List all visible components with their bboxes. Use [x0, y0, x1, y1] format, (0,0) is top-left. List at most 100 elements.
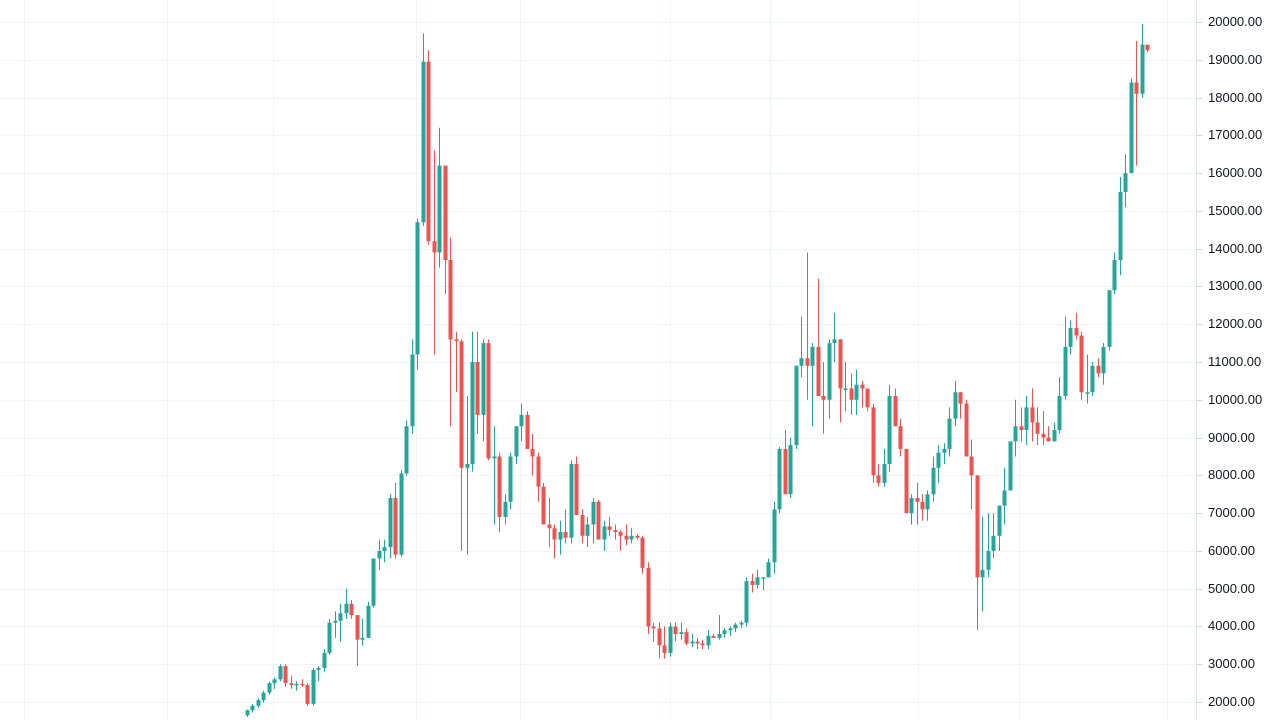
candle-down[interactable] [1145, 44, 1150, 53]
candle-up[interactable] [991, 513, 996, 559]
candle-down[interactable] [349, 600, 354, 619]
candle-down[interactable] [904, 448, 909, 514]
candle-down[interactable] [635, 533, 640, 540]
candle-up[interactable] [492, 426, 497, 525]
candle-up[interactable] [832, 312, 837, 363]
candle-up[interactable] [942, 443, 947, 465]
candle-down[interactable] [816, 278, 821, 397]
candle-down[interactable] [871, 403, 876, 483]
candle-up[interactable] [1140, 23, 1145, 98]
candle-up[interactable] [508, 452, 513, 510]
candle-down[interactable] [426, 50, 431, 245]
candle-down[interactable] [783, 430, 788, 495]
candle-down[interactable] [1134, 40, 1139, 166]
candle-up[interactable] [366, 601, 371, 638]
candle-down[interactable] [964, 399, 969, 457]
candle-down[interactable] [805, 252, 810, 400]
candle-down[interactable] [596, 499, 601, 540]
candle-up[interactable] [1063, 316, 1068, 400]
candle-up[interactable] [706, 630, 711, 650]
candle-up[interactable] [925, 490, 930, 521]
candle-down[interactable] [969, 439, 974, 510]
candle-down[interactable] [657, 622, 662, 659]
candle-down[interactable] [711, 634, 716, 638]
candle-up[interactable] [316, 666, 321, 682]
candle-up[interactable] [591, 498, 596, 544]
candle-up[interactable] [1052, 422, 1057, 442]
candle-down[interactable] [289, 675, 294, 689]
candle-up[interactable] [882, 448, 887, 487]
candle-down[interactable] [1035, 407, 1040, 446]
candle-up[interactable] [931, 456, 936, 502]
candle-up[interactable] [382, 539, 387, 563]
candle-up[interactable] [810, 343, 815, 427]
candle-down[interactable] [580, 509, 585, 544]
candle-down[interactable] [821, 362, 826, 434]
candle-up[interactable] [519, 403, 524, 442]
candle-up[interactable] [788, 437, 793, 499]
candle-up[interactable] [388, 494, 393, 559]
candle-up[interactable] [272, 677, 277, 689]
candle-up[interactable] [1002, 467, 1007, 525]
candle-down[interactable] [684, 628, 689, 646]
candle-up[interactable] [404, 420, 409, 476]
candle-up[interactable] [1008, 441, 1013, 491]
candle-up[interactable] [1085, 354, 1090, 404]
candle-down[interactable] [898, 418, 903, 457]
candle-up[interactable] [602, 520, 607, 551]
candle-up[interactable] [410, 339, 415, 434]
candle-up[interactable] [733, 622, 738, 633]
candlestick-chart[interactable] [0, 0, 1196, 720]
candle-up[interactable] [1024, 396, 1029, 446]
price-axis[interactable]: 20000.00 19000.00 18000.00 17000.00 16000.00… [1196, 0, 1280, 720]
candle-up[interactable] [717, 615, 722, 640]
candle-down[interactable] [497, 452, 502, 533]
candle-up[interactable] [585, 516, 590, 548]
candle-up[interactable] [311, 668, 316, 706]
candle-down[interactable] [613, 524, 618, 540]
candle-down[interactable] [624, 524, 629, 546]
candle-down[interactable] [750, 573, 755, 593]
candle-down[interactable] [618, 530, 623, 551]
candle-up[interactable] [327, 618, 332, 655]
candle-up[interactable] [338, 603, 343, 642]
candle-down[interactable] [283, 664, 288, 687]
candle-up[interactable] [1118, 176, 1123, 276]
candle-down[interactable] [695, 637, 700, 650]
candle-up[interactable] [936, 445, 941, 483]
candle-up[interactable] [1068, 320, 1073, 355]
candle-up[interactable] [1090, 362, 1095, 397]
candle-up[interactable] [360, 618, 365, 646]
candle-down[interactable] [459, 339, 464, 551]
candle-down[interactable] [1030, 388, 1035, 442]
candle-up[interactable] [772, 501, 777, 574]
candle-up[interactable] [629, 528, 634, 544]
candle-down[interactable] [915, 482, 920, 525]
candle-down[interactable] [646, 562, 651, 635]
candle-down[interactable] [673, 622, 678, 642]
candle-down[interactable] [865, 388, 870, 412]
candle-down[interactable] [300, 679, 305, 687]
candle-up[interactable] [947, 407, 952, 457]
candle-down[interactable] [651, 622, 656, 642]
candle-down[interactable] [454, 331, 459, 393]
candle-down[interactable] [1096, 358, 1101, 378]
candle-down[interactable] [849, 373, 854, 415]
candle-up[interactable] [278, 664, 283, 682]
candle-down[interactable] [475, 331, 480, 434]
candle-up[interactable] [1013, 399, 1018, 457]
candle-up[interactable] [1101, 343, 1106, 385]
candle-up[interactable] [256, 698, 261, 708]
candle-up[interactable] [953, 380, 958, 427]
candle-up[interactable] [465, 396, 470, 555]
candle-down[interactable] [1079, 331, 1084, 400]
candle-up[interactable] [761, 577, 766, 591]
candle-down[interactable] [536, 452, 541, 502]
candle-down[interactable] [563, 509, 568, 544]
candle-down[interactable] [920, 494, 925, 521]
candle-up[interactable] [558, 520, 563, 555]
candle-up[interactable] [514, 426, 519, 465]
candle-down[interactable] [1074, 312, 1079, 340]
candle-down[interactable] [547, 498, 552, 548]
candle-up[interactable] [415, 218, 420, 370]
